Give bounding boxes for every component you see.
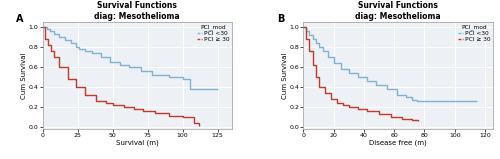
Y-axis label: Cum Survival: Cum Survival	[21, 52, 27, 99]
Text: B: B	[277, 14, 284, 24]
Title: Survival Functions
diag: Mesothelioma: Survival Functions diag: Mesothelioma	[355, 1, 441, 21]
Legend: PCI <30, PCI ≥ 30: PCI <30, PCI ≥ 30	[456, 23, 492, 43]
Title: Survival Functions
diag: Mesothelioma: Survival Functions diag: Mesothelioma	[94, 1, 180, 21]
Text: A: A	[16, 14, 24, 24]
X-axis label: Survival (m): Survival (m)	[116, 139, 158, 146]
Legend: PCI <30, PCI ≥ 30: PCI <30, PCI ≥ 30	[196, 23, 230, 43]
Y-axis label: Cum Survival: Cum Survival	[282, 52, 288, 99]
X-axis label: Disease free (m): Disease free (m)	[369, 139, 427, 146]
